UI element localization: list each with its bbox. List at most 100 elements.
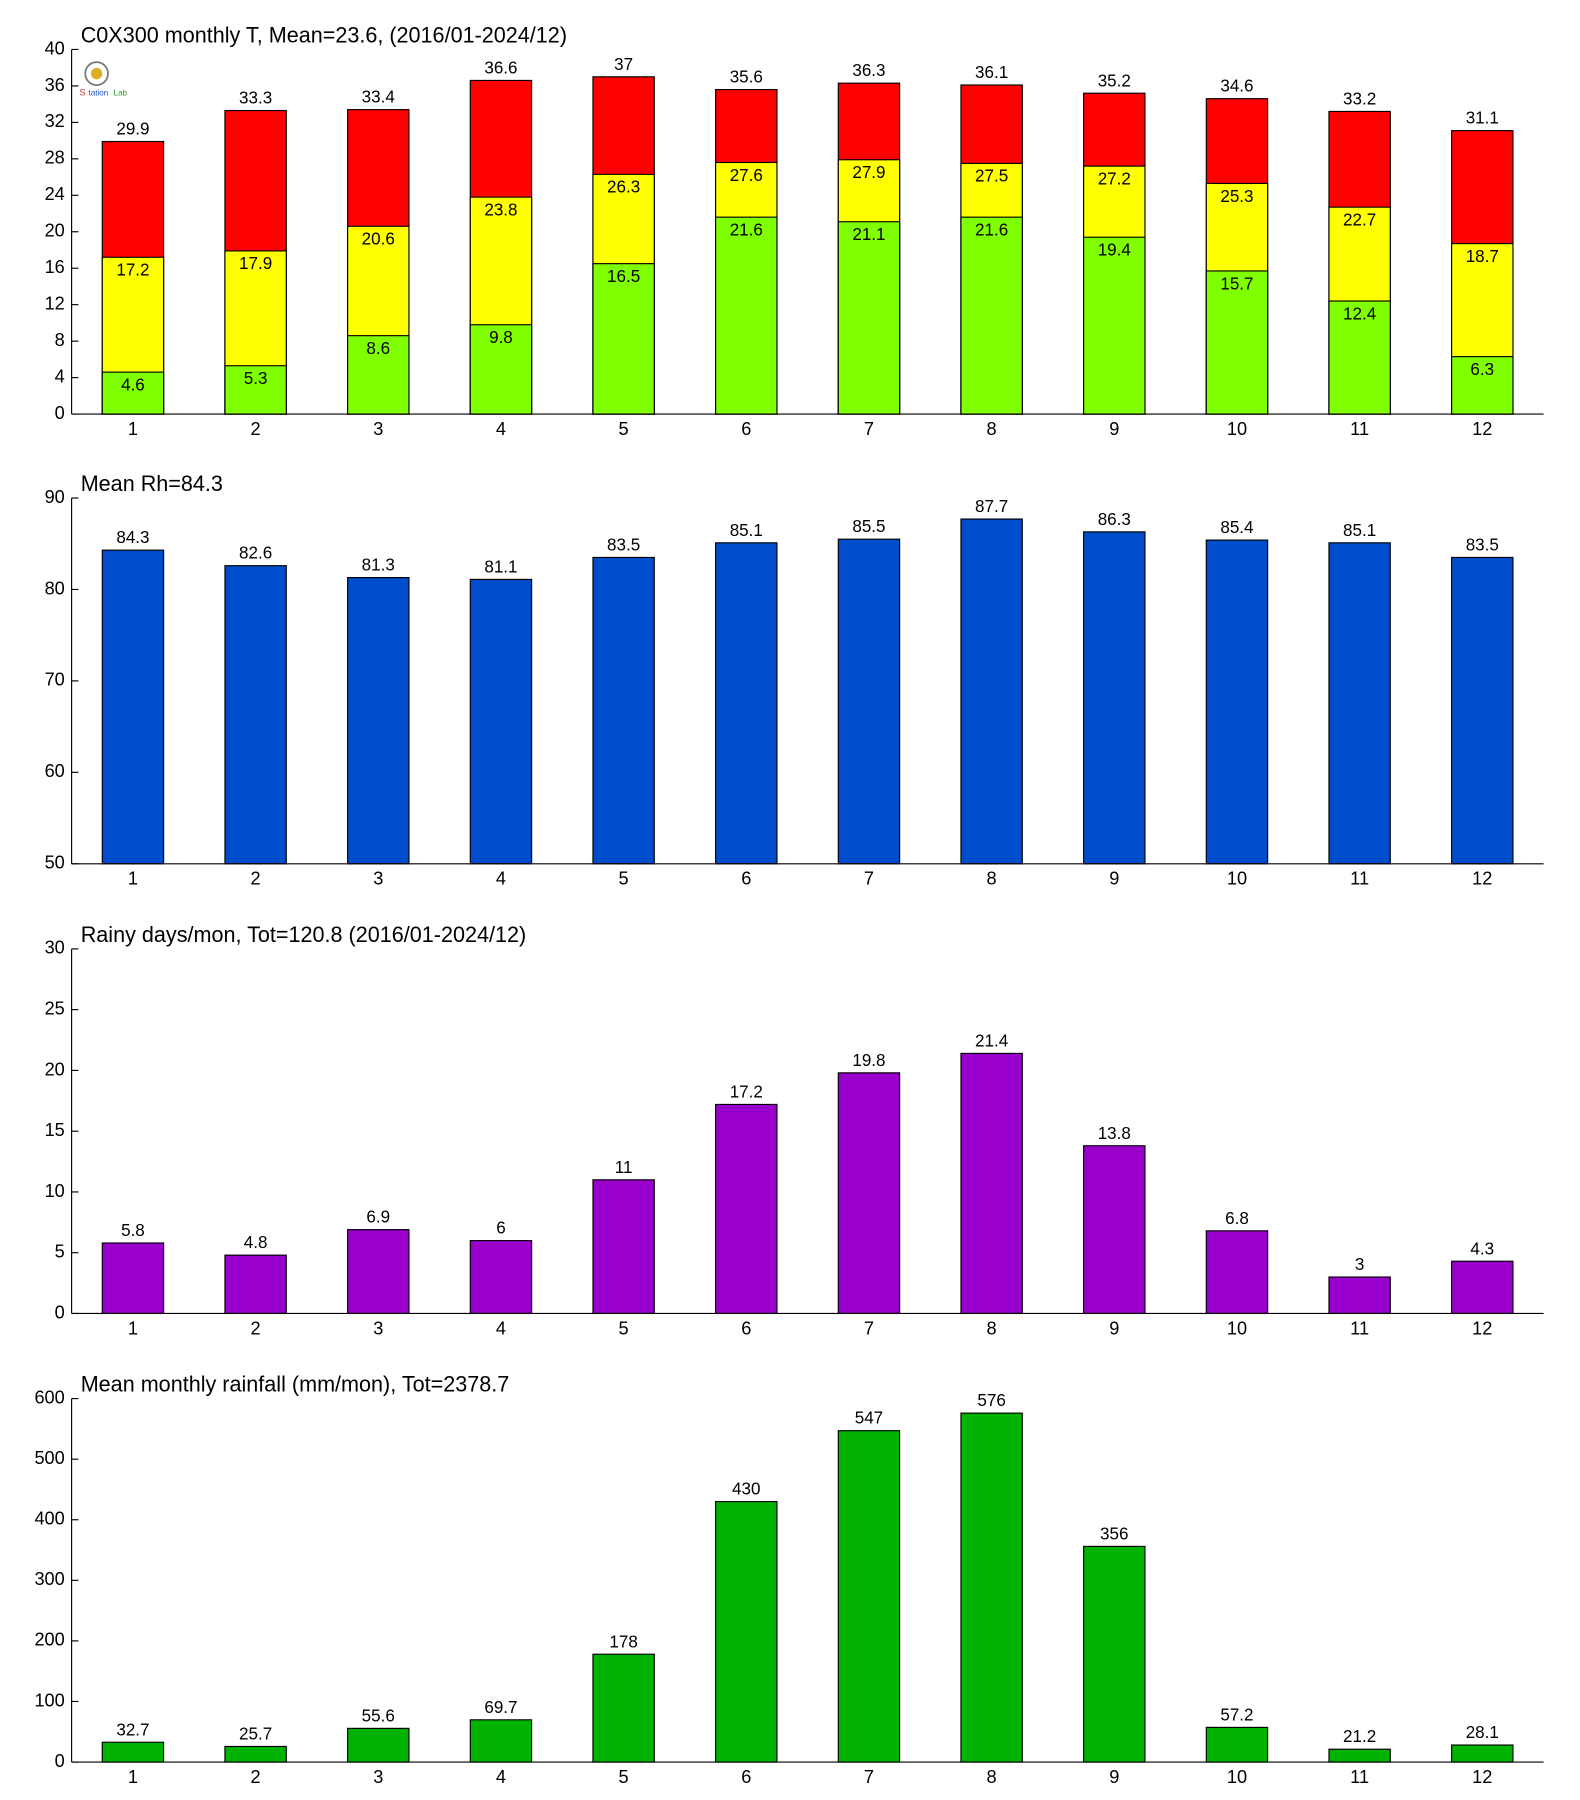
x-tick-label: 2	[251, 868, 261, 889]
y-tick-label: 20	[45, 1058, 65, 1079]
y-tick-label: 40	[45, 37, 65, 58]
bar	[1083, 236, 1146, 415]
value-label: 26.3	[607, 177, 640, 197]
x-tick-label: 8	[987, 418, 997, 439]
bar	[101, 371, 165, 415]
value-label: 19.4	[1098, 239, 1132, 259]
x-tick-label: 10	[1227, 868, 1247, 889]
y-tick-label: 5	[55, 1240, 65, 1261]
value-label: 36.6	[484, 57, 517, 77]
x-tick-label: 1	[128, 868, 138, 889]
x-tick-label: 2	[251, 1317, 261, 1338]
value-label: 6.3	[1470, 359, 1494, 379]
value-label: 35.6	[730, 67, 763, 87]
chart-title: Mean Rh=84.3	[81, 471, 223, 496]
x-tick-label: 5	[619, 418, 629, 439]
bar	[592, 556, 655, 865]
value-label: 4.3	[1470, 1238, 1494, 1258]
x-tick-label: 8	[987, 1317, 997, 1338]
x-tick-label: 1	[128, 1766, 138, 1787]
x-tick-label: 12	[1472, 418, 1492, 439]
x-tick-label: 10	[1227, 1766, 1247, 1787]
value-label: 84.3	[116, 527, 149, 547]
value-label: 3	[1355, 1254, 1364, 1274]
value-label: 87.7	[975, 496, 1008, 516]
y-tick-label: 15	[45, 1119, 65, 1140]
x-tick-label: 7	[864, 1317, 874, 1338]
x-tick-label: 3	[373, 1317, 383, 1338]
x-tick-label: 8	[987, 868, 997, 889]
bar	[1205, 270, 1269, 415]
y-tick-label: 60	[45, 760, 65, 781]
value-label: 11	[615, 1157, 633, 1177]
y-tick-label: 4	[55, 365, 65, 386]
bar	[592, 263, 655, 415]
value-label: 36.3	[852, 60, 885, 80]
bar	[1451, 1260, 1514, 1315]
bar	[715, 1103, 778, 1315]
bar	[592, 1653, 655, 1763]
y-tick-label: 25	[45, 997, 65, 1018]
value-label: 82.6	[239, 543, 272, 563]
y-tick-label: 36	[45, 74, 65, 95]
y-tick-label: 0	[55, 1301, 65, 1322]
y-tick-label: 200	[34, 1629, 64, 1650]
value-label: 8.6	[366, 338, 390, 358]
y-tick-label: 400	[34, 1508, 64, 1529]
x-tick-label: 6	[741, 1766, 751, 1787]
x-tick-label: 10	[1227, 1317, 1247, 1338]
value-label: 13.8	[1098, 1123, 1131, 1143]
bar	[347, 335, 410, 415]
bar	[837, 538, 901, 865]
bar	[715, 216, 778, 415]
x-tick-label: 12	[1472, 1766, 1492, 1787]
x-tick-label: 11	[1350, 1317, 1369, 1338]
value-label: 20.6	[362, 229, 395, 249]
value-label: 17.2	[116, 260, 149, 280]
x-tick-label: 9	[1109, 1766, 1119, 1787]
value-label: 69.7	[484, 1697, 517, 1717]
value-label: 4.8	[244, 1232, 268, 1252]
value-label: 6.9	[366, 1207, 390, 1227]
bar	[1328, 300, 1391, 415]
svg-text:tation: tation	[89, 88, 108, 97]
x-tick-label: 2	[251, 418, 261, 439]
value-label: 81.3	[362, 555, 395, 575]
value-label: 5.8	[121, 1220, 145, 1240]
x-tick-label: 1	[128, 1317, 138, 1338]
x-tick-label: 11	[1350, 868, 1369, 889]
value-label: 33.2	[1343, 88, 1376, 108]
value-label: 18.7	[1466, 246, 1499, 266]
bar	[1205, 539, 1269, 865]
bar	[1205, 1230, 1269, 1315]
bar	[1083, 1545, 1146, 1763]
y-tick-label: 20	[45, 220, 65, 241]
value-label: 6	[496, 1218, 505, 1238]
value-label: 85.1	[1343, 520, 1376, 540]
y-tick-label: 0	[55, 402, 65, 423]
x-tick-label: 7	[864, 418, 874, 439]
bar	[1451, 356, 1514, 415]
chart-title: Rainy days/mon, Tot=120.8 (2016/01-2024/…	[81, 922, 527, 947]
x-tick-label: 9	[1109, 418, 1119, 439]
value-label: 17.9	[239, 253, 272, 273]
bar	[1083, 1145, 1146, 1315]
x-tick-label: 6	[741, 1317, 751, 1338]
bar	[224, 1254, 287, 1315]
value-label: 33.3	[239, 87, 272, 107]
value-label: 27.9	[852, 162, 885, 182]
value-label: 23.8	[484, 199, 517, 219]
value-label: 27.2	[1098, 168, 1131, 188]
x-tick-label: 8	[987, 1766, 997, 1787]
value-label: 17.2	[730, 1081, 763, 1101]
x-tick-label: 1	[128, 418, 138, 439]
bar	[1205, 1726, 1269, 1763]
value-label: 21.2	[1343, 1726, 1376, 1746]
x-tick-label: 9	[1109, 868, 1119, 889]
bar	[469, 578, 533, 865]
y-tick-label: 24	[45, 183, 65, 204]
bar	[960, 1412, 1023, 1763]
bar	[1083, 531, 1146, 865]
x-tick-label: 3	[373, 868, 383, 889]
value-label: 57.2	[1220, 1704, 1253, 1724]
